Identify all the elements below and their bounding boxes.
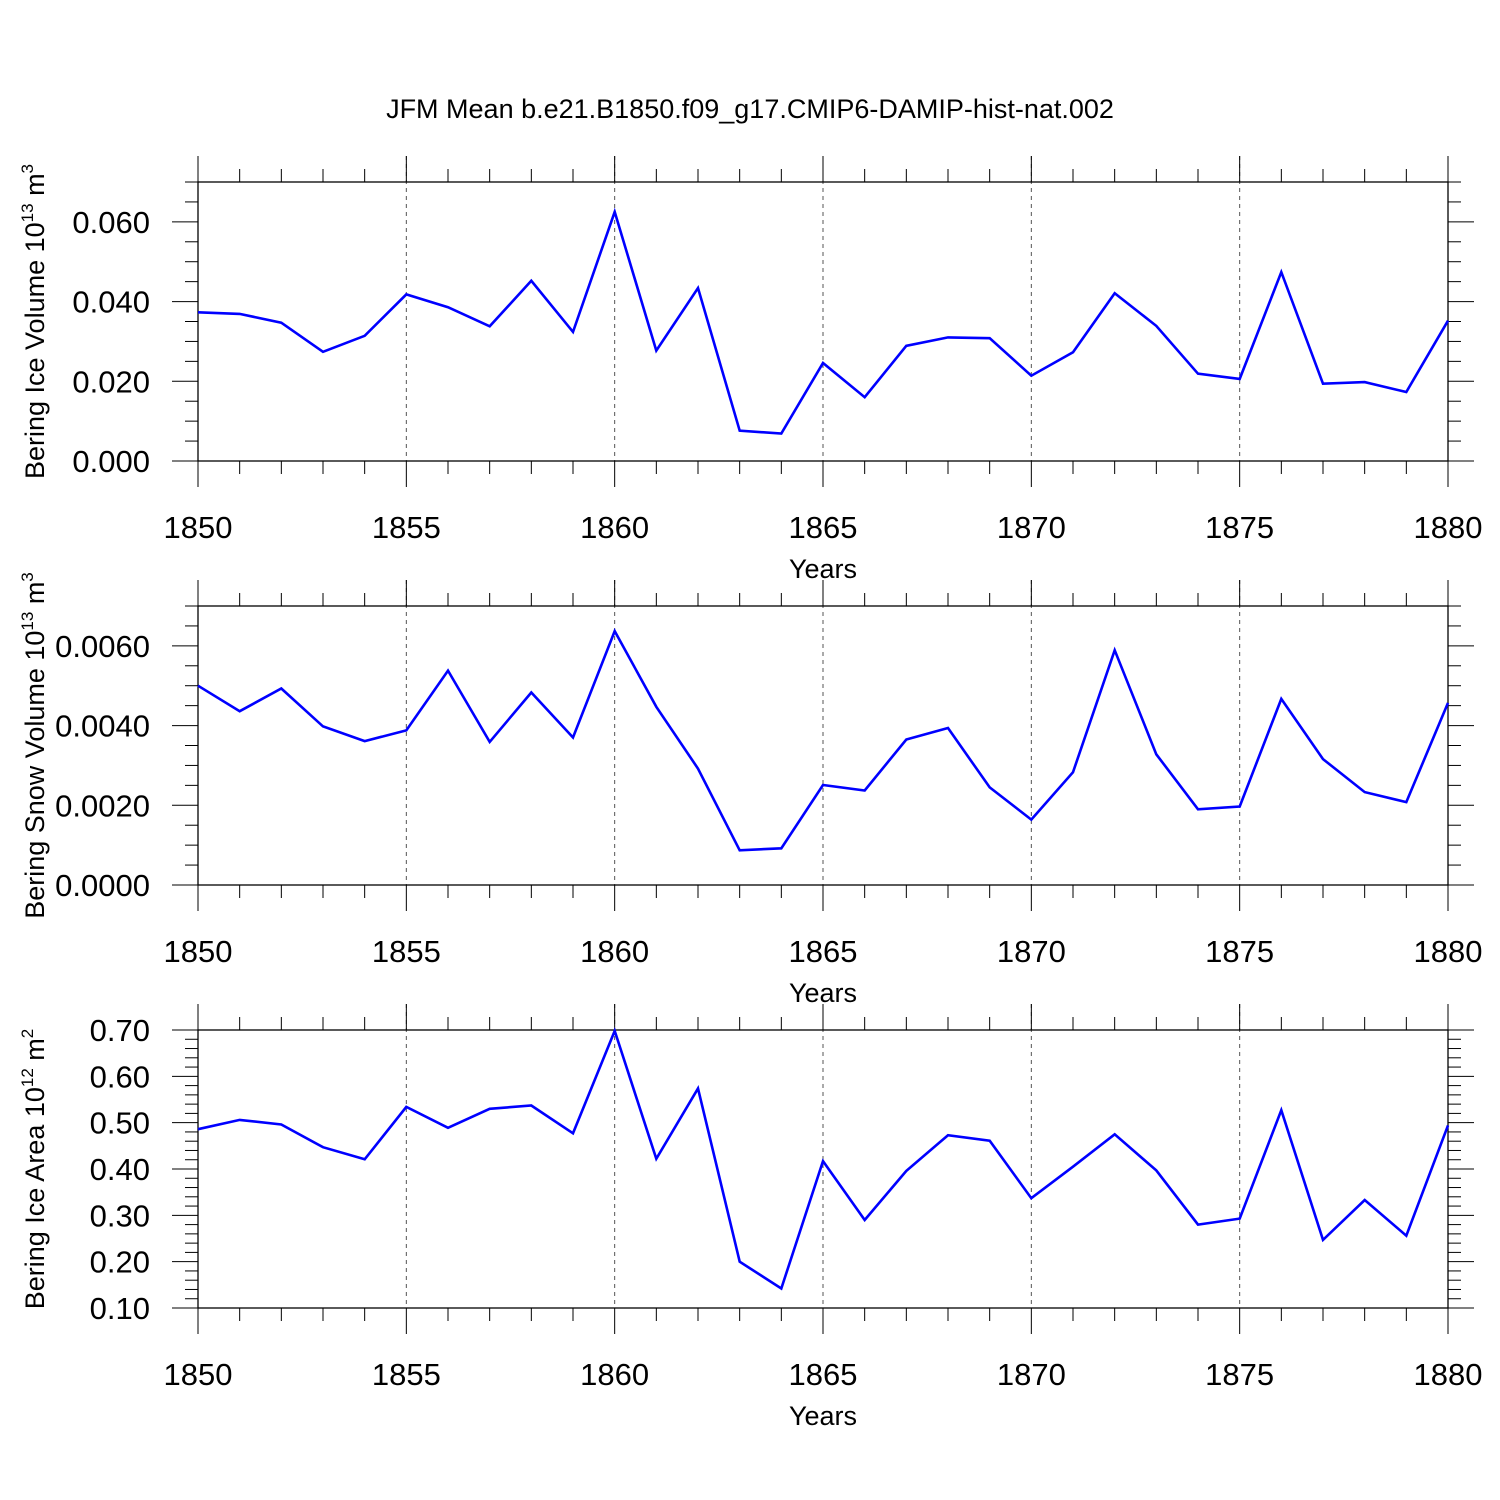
- y-tick-label: 0.30: [90, 1198, 150, 1233]
- x-tick-label: 1875: [1205, 510, 1274, 545]
- x-axis-title: Years: [789, 978, 857, 1008]
- y-tick-label: 0.0000: [55, 868, 150, 903]
- x-tick-label: 1870: [997, 510, 1066, 545]
- y-tick-label: 0.060: [72, 205, 150, 240]
- y-axis-title: Bering Ice Area 1012 m2: [18, 1029, 50, 1310]
- x-tick-label: 1855: [372, 1357, 441, 1392]
- x-tick-label: 1870: [997, 934, 1066, 969]
- y-tick-label: 0.000: [72, 444, 150, 479]
- x-axis-title: Years: [789, 554, 857, 584]
- x-tick-label: 1850: [164, 1357, 233, 1392]
- series-line: [197, 1027, 1450, 1291]
- chart-panel-3: 0.10 0.20 0.30 0.40 0.50 0.60 0.70 1850 1855 1860…: [18, 1004, 1482, 1431]
- chart-title: JFM Mean b.e21.B1850.f09_g17.CMIP6-DAMIP…: [386, 94, 1114, 124]
- y-tick-label: 0.40: [90, 1152, 150, 1187]
- y-tick-label: 0.70: [90, 1013, 150, 1048]
- y-tick-label: 0.60: [90, 1059, 150, 1094]
- y-tick-label: 0.0020: [55, 788, 150, 823]
- y-tick-label: 0.040: [72, 285, 150, 320]
- x-tick-label: 1850: [164, 510, 233, 545]
- x-tick-label: 1855: [372, 510, 441, 545]
- chart-panel-2: 0.0000 0.0020 0.0040 0.0060 1850 1855 1860 1865…: [18, 572, 1482, 1008]
- x-tick-label: 1880: [1414, 510, 1483, 545]
- y-axis-title: Bering Snow Volume 1013 m3: [18, 572, 50, 919]
- x-tick-label: 1880: [1414, 934, 1483, 969]
- series-line: [197, 207, 1450, 435]
- x-tick-label: 1875: [1205, 934, 1274, 969]
- series-line: [197, 628, 1450, 852]
- x-tick-label: 1865: [789, 1357, 858, 1392]
- x-tick-label: 1855: [372, 934, 441, 969]
- x-tick-label: 1880: [1414, 1357, 1483, 1392]
- x-tick-label: 1870: [997, 1357, 1066, 1392]
- x-tick-label: 1860: [580, 934, 649, 969]
- x-tick-label: 1875: [1205, 1357, 1274, 1392]
- y-tick-label: 0.020: [72, 364, 150, 399]
- x-tick-label: 1865: [789, 934, 858, 969]
- y-tick-label: 0.50: [90, 1106, 150, 1141]
- chart-panels: 0.000 0.020 0.040 0.060 1850 1855 1860 1865 1870…: [18, 156, 1482, 1431]
- x-axis-title: Years: [789, 1401, 857, 1431]
- y-tick-label: 0.0060: [55, 629, 150, 664]
- x-tick-label: 1860: [580, 1357, 649, 1392]
- y-tick-label: 0.10: [90, 1291, 150, 1326]
- x-tick-label: 1860: [580, 510, 649, 545]
- y-axis-title: Bering Ice Volume 1013 m3: [18, 164, 50, 479]
- chart-panel-1: 0.000 0.020 0.040 0.060 1850 1855 1860 1865 1870…: [18, 156, 1482, 584]
- y-tick-label: 0.0040: [55, 709, 150, 744]
- y-tick-label: 0.20: [90, 1245, 150, 1280]
- x-tick-label: 1850: [164, 934, 233, 969]
- x-tick-label: 1865: [789, 510, 858, 545]
